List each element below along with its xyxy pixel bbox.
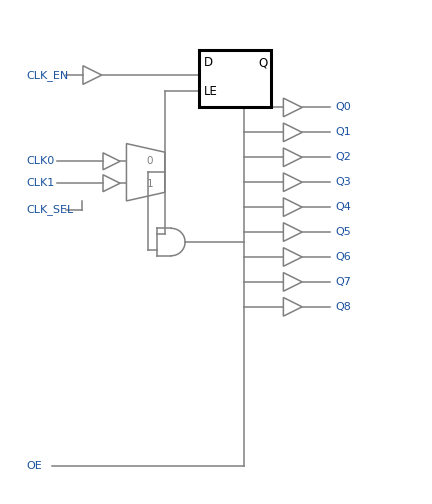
Text: 0: 0 — [146, 156, 153, 166]
Text: OE: OE — [26, 461, 42, 471]
Text: Q3: Q3 — [335, 177, 351, 187]
Text: CLK0: CLK0 — [26, 156, 54, 166]
Text: D: D — [204, 56, 213, 69]
Text: Q4: Q4 — [335, 202, 351, 212]
Text: Q7: Q7 — [335, 277, 351, 287]
Text: Q: Q — [258, 56, 267, 69]
Bar — [199, 50, 271, 107]
Text: LE: LE — [204, 85, 218, 98]
Text: Q1: Q1 — [335, 128, 351, 138]
Text: CLK1: CLK1 — [26, 178, 54, 188]
Text: Q8: Q8 — [335, 302, 351, 312]
Text: CLK_SEL: CLK_SEL — [26, 204, 73, 215]
Text: 1: 1 — [146, 179, 153, 188]
Text: CLK_EN: CLK_EN — [26, 70, 69, 81]
Text: Q5: Q5 — [335, 227, 351, 237]
Text: Q0: Q0 — [335, 102, 351, 112]
Text: Q2: Q2 — [335, 152, 351, 162]
Text: Q6: Q6 — [335, 252, 351, 262]
